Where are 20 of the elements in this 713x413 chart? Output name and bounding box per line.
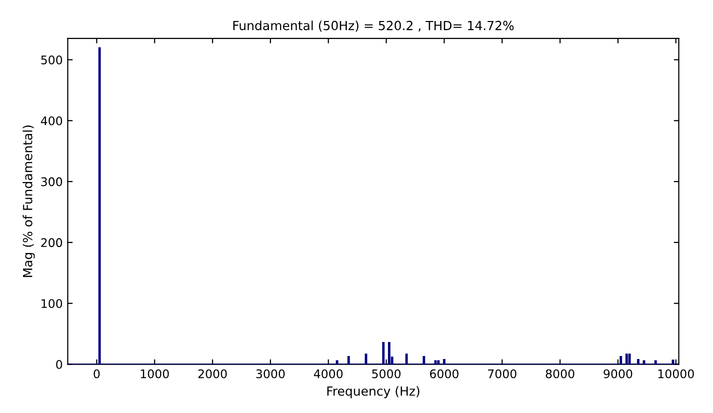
x-tick-label: 5000 <box>372 369 401 378</box>
y-tick-label: 0 <box>56 360 62 369</box>
y-tick-label: 500 <box>41 55 62 64</box>
x-tick-label: 1000 <box>140 369 169 378</box>
y-tick-label: 200 <box>41 238 62 248</box>
x-tick-label: 2000 <box>198 369 227 378</box>
x-tick-label: 10000 <box>658 369 694 378</box>
x-tick-label: 9000 <box>604 369 632 378</box>
y-tick-label: 100 <box>42 299 62 308</box>
x-tick-label: 7000 <box>488 369 516 378</box>
y-tick-label: 400 <box>40 116 62 126</box>
x-axis-title: Frequency (Hz) <box>327 386 420 398</box>
chart-title: Fundamental (50Hz) = 520.2 , THD= 14.72% <box>233 20 514 32</box>
y-axis-title: Mag (% of Fundamental) <box>22 126 35 277</box>
x-tick-label: 3000 <box>256 369 285 378</box>
y-tick-label: 300 <box>41 177 62 186</box>
x-tick-label: 0 <box>94 369 100 378</box>
x-tick-label: 8000 <box>546 369 574 378</box>
x-tick-label: 4000 <box>314 369 343 378</box>
x-tick-label: 6000 <box>430 369 458 378</box>
